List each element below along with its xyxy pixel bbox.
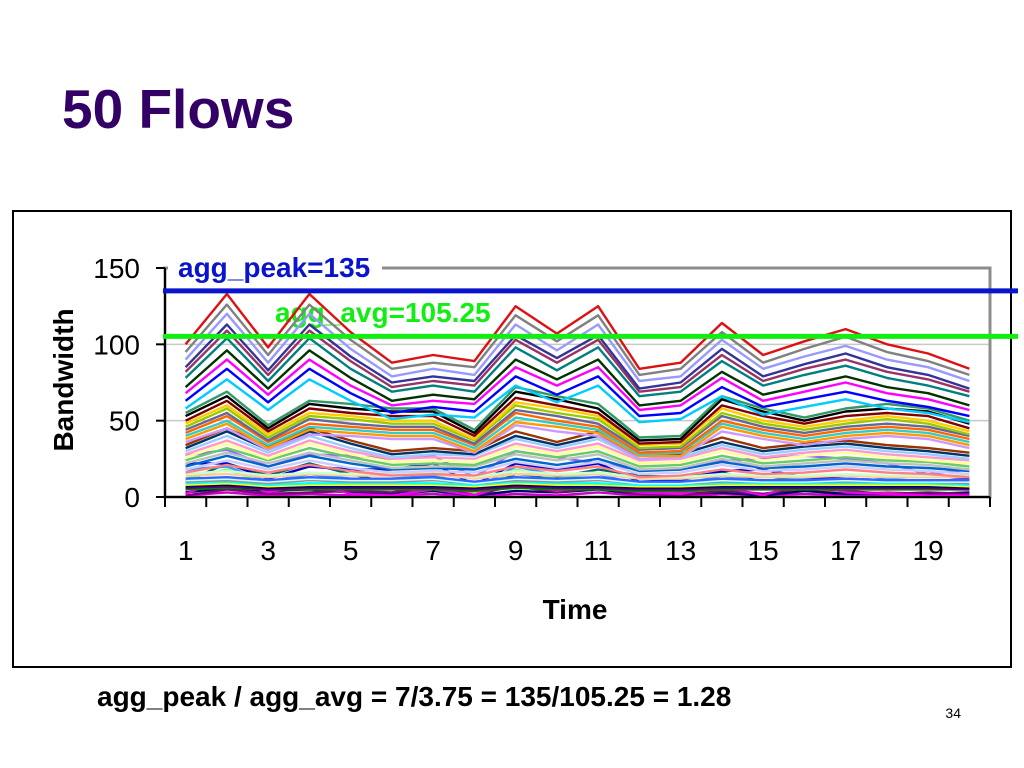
agg-peak-label: agg_peak=135 [178,252,370,283]
x-tick-label: 11 [584,535,613,566]
series-line-7 [184,349,970,407]
agg-peak-label-background [168,252,382,286]
series-line-30 [185,463,970,479]
series-line-4 [184,323,970,390]
y-tick-label: 0 [124,482,140,513]
series-line-36 [185,480,970,486]
series-line-34 [185,477,970,485]
series-line-16 [185,408,970,451]
series-line-20 [185,424,970,460]
series-line-29 [185,459,970,476]
series-line-14 [185,401,970,447]
series-line-35 [185,479,970,485]
chart-frame [12,210,1012,668]
series-line-27 [185,451,970,471]
series-line-39 [185,485,970,491]
series-line-38 [185,483,970,489]
y-tick-label: 50 [109,406,140,437]
x-axis-title: Time [543,594,608,625]
y-tick-label: 150 [93,253,140,284]
slide-title: 50 Flows [62,78,294,140]
series-line-31 [185,469,970,479]
x-tick-label: 9 [508,535,524,566]
x-tick-label: 19 [913,535,944,566]
reference-lines [163,288,1018,339]
agg-avg-label: agg_avg=105.25 [275,297,491,328]
series-line-8 [184,358,970,412]
series-line-13 [185,396,970,445]
series-line-40 [185,486,970,493]
series-line-17 [185,411,970,454]
series-line-1 [184,292,970,370]
series-line-28 [185,454,970,473]
y-axis-title: Bandwidth [48,308,79,451]
series-line-32 [185,472,970,480]
series-line-15 [185,404,970,450]
series-line-25 [185,442,970,465]
series-line-22 [185,430,970,457]
series-line-10 [184,378,970,424]
ratio-footnote: agg_peak / agg_avg = 7/3.75 = 135/105.25… [97,681,731,712]
x-tick-label: 15 [748,535,779,566]
series-line-11 [185,385,970,439]
series-line-24 [185,439,970,462]
series-line-33 [185,476,970,483]
series-line-19 [185,421,970,457]
series-line-23 [185,434,970,460]
x-tick-label: 3 [260,535,276,566]
x-tick-label: 7 [425,535,441,566]
x-tick-label: 13 [665,535,696,566]
y-tick-label: 100 [93,329,140,360]
series-line-6 [184,337,970,398]
slide-number: 34 [945,705,961,721]
x-tick-label: 1 [178,535,194,566]
series-line-9 [184,367,970,418]
series-line-12 [185,390,970,442]
series-line-37 [185,482,970,488]
series-line-18 [185,416,970,456]
x-tick-label: 17 [830,535,861,566]
x-tick-label: 5 [343,535,359,566]
series-lines [184,292,970,499]
series-line-47 [185,491,970,499]
series-line-26 [185,446,970,468]
